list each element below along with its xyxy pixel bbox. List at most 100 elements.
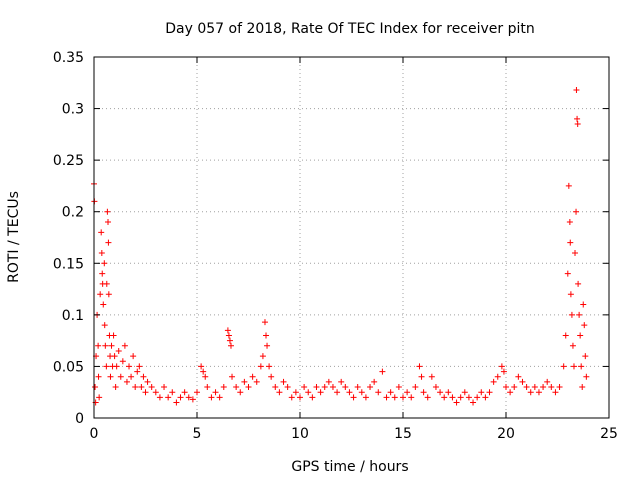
- data-point: [395, 384, 402, 391]
- data-point: [371, 378, 378, 385]
- data-point: [573, 208, 580, 215]
- data-point: [253, 378, 260, 385]
- y-tick-label: 0.3: [62, 102, 84, 118]
- data-point: [531, 384, 538, 391]
- data-point: [500, 368, 507, 375]
- data-point: [185, 394, 192, 401]
- data-point: [224, 327, 231, 334]
- y-tick-label: 0.2: [62, 205, 84, 221]
- data-point: [565, 182, 572, 189]
- data-point: [567, 239, 574, 246]
- y-tick-label: 0.05: [53, 359, 84, 375]
- data-point: [112, 384, 119, 391]
- data-point: [560, 363, 567, 370]
- data-point: [173, 399, 180, 406]
- y-tick-label: 0.35: [53, 50, 84, 66]
- data-point: [161, 384, 168, 391]
- data-point: [503, 384, 509, 391]
- data-point: [202, 373, 209, 380]
- data-point: [130, 353, 137, 360]
- y-tick-label: 0.25: [53, 153, 84, 169]
- data-point: [194, 389, 200, 396]
- data-point: [313, 384, 320, 391]
- data-point: [507, 389, 514, 396]
- data-point: [342, 384, 349, 391]
- data-point: [575, 280, 582, 287]
- data-point: [284, 384, 291, 391]
- data-point: [95, 342, 102, 349]
- data-point: [212, 389, 219, 396]
- data-point: [540, 384, 547, 391]
- data-point: [225, 332, 232, 339]
- data-point: [108, 342, 115, 349]
- data-point: [580, 301, 587, 308]
- y-axis-label: ROTI / TECUs: [6, 191, 22, 283]
- data-point: [358, 389, 365, 396]
- data-point: [115, 347, 122, 354]
- data-point: [556, 384, 563, 391]
- data-point: [305, 389, 312, 396]
- data-point: [498, 363, 505, 370]
- data-point: [266, 363, 273, 370]
- data-point: [325, 378, 332, 385]
- data-point: [288, 394, 295, 401]
- y-tick-label: 0: [75, 411, 84, 427]
- x-tick-label: 10: [291, 426, 309, 442]
- data-point: [572, 249, 579, 256]
- data-point: [297, 394, 303, 401]
- data-point: [110, 332, 117, 339]
- ticks: 0 5 10 15 20 25 0 0.05 0.1 0.15 0.2 0.25 0.3 0.35: [53, 50, 618, 442]
- grid: [94, 57, 609, 418]
- data-point: [121, 342, 128, 349]
- x-tick-label: 20: [497, 426, 515, 442]
- data-point: [208, 394, 215, 401]
- data-point: [317, 389, 324, 396]
- data-point: [101, 322, 108, 329]
- data-point: [101, 260, 108, 267]
- plot-frame: [93, 56, 610, 419]
- y-tick-label: 0.1: [62, 308, 84, 324]
- data-point: [117, 373, 124, 380]
- data-point: [581, 322, 588, 329]
- data-point: [216, 394, 223, 401]
- data-point: [105, 239, 112, 246]
- data-point: [134, 368, 141, 375]
- data-point: [412, 384, 419, 391]
- data-point: [123, 378, 130, 385]
- data-point: [367, 384, 374, 391]
- data-point: [237, 389, 244, 396]
- x-tick-label: 0: [90, 426, 99, 442]
- x-tick-label: 15: [394, 426, 412, 442]
- data-point: [128, 373, 135, 380]
- data-point: [102, 342, 109, 349]
- data-point: [576, 311, 583, 318]
- data-point: [181, 389, 188, 396]
- data-point: [272, 384, 279, 391]
- data-point: [424, 394, 431, 401]
- data-point: [391, 394, 398, 401]
- data-point: [519, 378, 526, 385]
- data-point: [261, 319, 268, 326]
- data-point: [544, 378, 551, 385]
- x-axis-label: GPS time / hours: [291, 459, 408, 475]
- data-point: [226, 337, 233, 344]
- data-point: [104, 208, 111, 215]
- data-point: [233, 384, 240, 391]
- data-point: [441, 394, 448, 401]
- y-tick-label: 0.15: [53, 256, 84, 272]
- data-point: [408, 394, 415, 401]
- data-point: [523, 384, 530, 391]
- data-point: [301, 384, 308, 391]
- data-point: [204, 384, 211, 391]
- data-point: [573, 87, 580, 94]
- data-point: [453, 399, 460, 406]
- data-point: [387, 389, 394, 396]
- data-point: [564, 270, 571, 277]
- data-point: [113, 363, 120, 370]
- data-point: [165, 394, 172, 401]
- data-points: [91, 87, 590, 406]
- data-point: [309, 394, 316, 401]
- data-point: [457, 394, 464, 401]
- data-point: [177, 394, 184, 401]
